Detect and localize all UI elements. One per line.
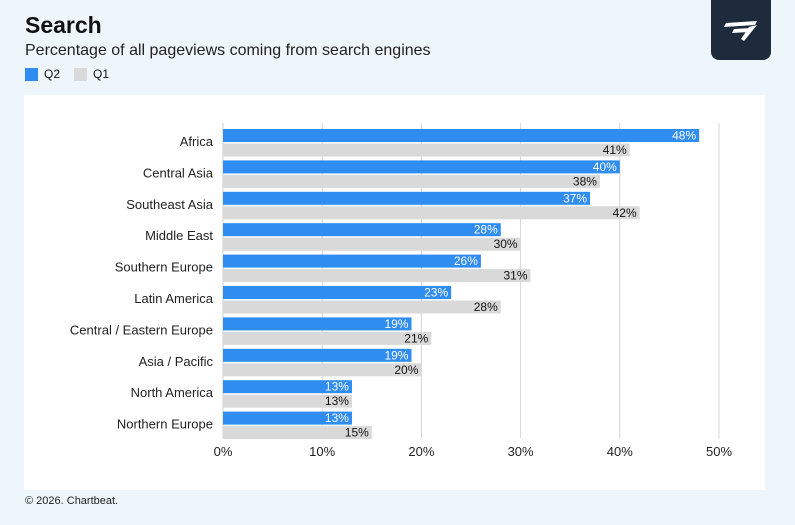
data-label-q1: 28% [474, 300, 498, 314]
data-label-q2: 28% [474, 223, 498, 237]
bar-q1 [223, 174, 600, 188]
chart-title: Search [25, 12, 102, 38]
x-tick-label-0: 0% [214, 444, 233, 459]
footer-copyright: © 2026. Chartbeat. [25, 495, 119, 507]
x-tick-label-20: 20% [408, 444, 434, 459]
legend-item-q2: Q2 [25, 67, 60, 81]
data-label-q1: 38% [573, 174, 597, 188]
legend-swatch-q2 [25, 67, 38, 81]
x-tick-label-30: 30% [508, 444, 534, 459]
data-label-q1: 30% [494, 237, 518, 251]
bar-q2 [223, 411, 352, 425]
bar-q2 [223, 348, 412, 362]
bar-q1 [223, 269, 531, 283]
data-label-q1: 20% [394, 363, 418, 377]
category-label: Southern Europe [115, 260, 213, 275]
bar-q2 [223, 129, 700, 142]
data-label-q1: 15% [345, 426, 369, 440]
data-label-q2: 23% [424, 286, 448, 300]
bar-q1 [223, 394, 352, 408]
category-label: Central Asia [143, 165, 214, 180]
bar-q1 [223, 331, 432, 345]
data-label-q2: 48% [672, 129, 696, 143]
bar-chart: 0% 10% 20% 30% 40% 50% Africa 48% 41% Central Asi… [70, 123, 732, 459]
bar-q1 [223, 237, 521, 251]
logo-mark-icon [724, 21, 757, 41]
category-label: Middle East [145, 228, 213, 243]
legend-swatch-q1 [74, 67, 88, 81]
legend-item-q1: Q1 [74, 67, 109, 81]
data-label-q1: 31% [503, 269, 527, 283]
data-label-q1: 13% [325, 394, 349, 408]
legend-label-q2: Q2 [44, 67, 61, 81]
bar-q2 [223, 160, 620, 174]
chart-panel: 0% 10% 20% 30% 40% 50% Africa 48% 41% Central Asi… [24, 95, 765, 490]
bar-q2 [223, 191, 591, 205]
category-label: Northern Europe [117, 417, 213, 432]
x-tick-label-50: 50% [706, 444, 732, 459]
category-label: Latin America [134, 291, 214, 306]
data-label-q2: 13% [325, 411, 349, 425]
data-label-q2: 26% [454, 254, 478, 268]
category-label: Southeast Asia [126, 197, 213, 212]
data-label-q2: 13% [325, 380, 349, 394]
data-label-q2: 19% [384, 317, 408, 331]
category-label: North America [131, 385, 214, 400]
x-tick-label-40: 40% [607, 444, 633, 459]
bar-q2 [223, 380, 352, 394]
category-label: Asia / Pacific [139, 354, 214, 369]
data-label-q1: 42% [613, 206, 637, 220]
x-tick-label-10: 10% [309, 444, 335, 459]
data-label-q2: 19% [384, 348, 408, 362]
chart-subtitle: Percentage of all pageviews coming from … [25, 42, 431, 59]
bar-q1 [223, 363, 422, 377]
bar-q2 [223, 286, 452, 299]
bar-q1 [223, 300, 501, 314]
data-label-q2: 40% [593, 160, 617, 174]
bar-q1 [223, 426, 372, 440]
data-label-q1: 41% [603, 143, 627, 157]
category-label: Central / Eastern Europe [70, 322, 213, 337]
legend-label-q1: Q1 [93, 67, 110, 81]
category-label: Africa [180, 134, 214, 149]
bar-q2 [223, 254, 481, 268]
data-label-q1: 21% [404, 331, 428, 345]
bar-q2 [223, 223, 501, 237]
bar-q1 [223, 143, 630, 157]
data-label-q2: 37% [563, 191, 587, 205]
bar-q1 [223, 206, 640, 220]
bar-q2 [223, 317, 412, 331]
chartbeat-logo-icon [711, 0, 771, 60]
legend: Q2 Q1 [25, 67, 123, 81]
